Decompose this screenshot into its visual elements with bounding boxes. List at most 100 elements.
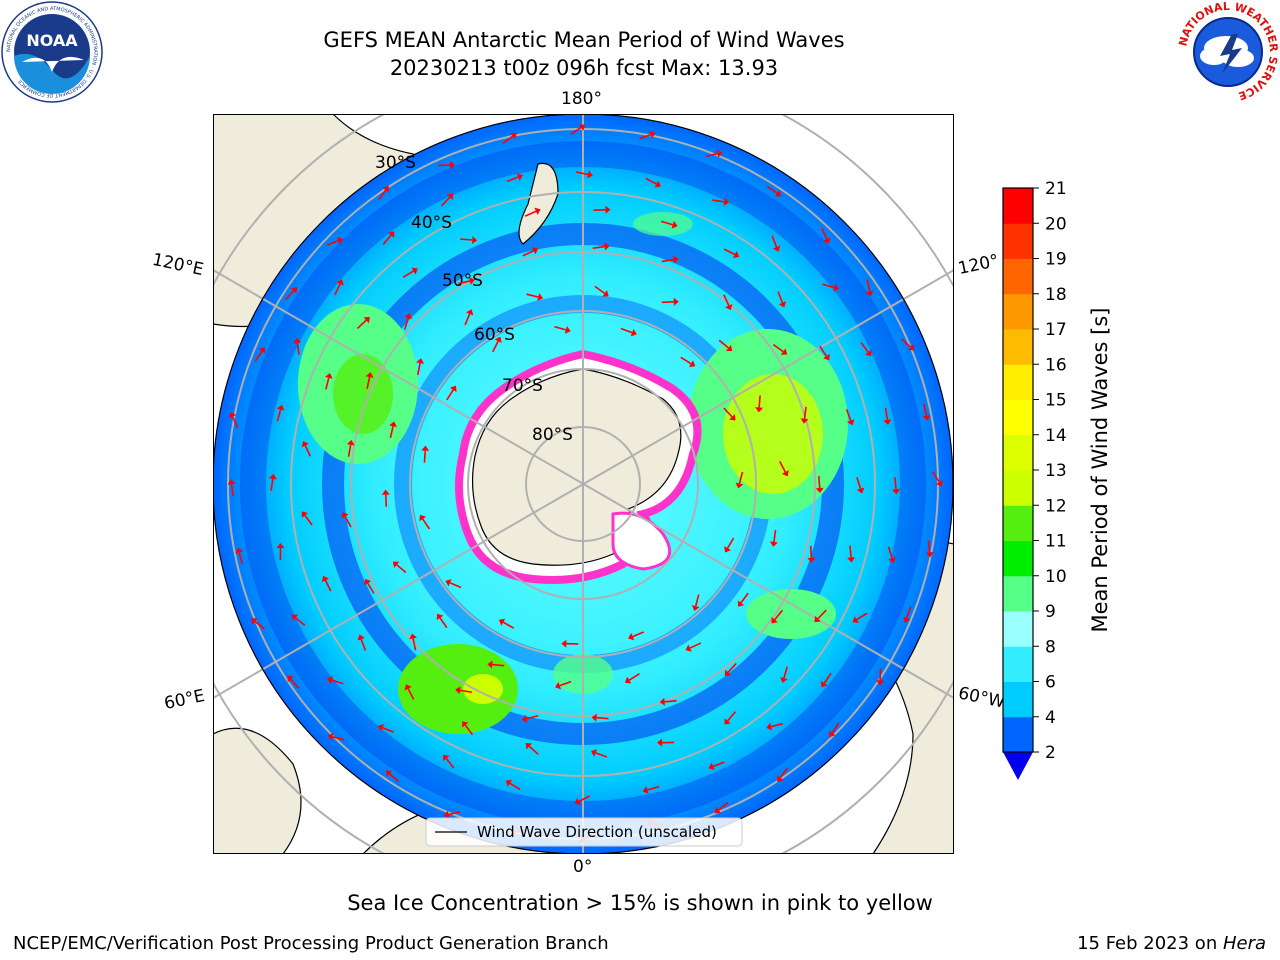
wave-direction-arrow [849, 545, 852, 558]
wave-direction-arrow [423, 450, 427, 463]
wave-direction-arrow [576, 171, 589, 176]
wave-direction-arrowhead [732, 250, 740, 259]
wave-direction-arrow [803, 406, 807, 419]
wave-direction-arrow [628, 673, 640, 681]
wave-direction-arrow [402, 270, 414, 278]
wave-direction-arrowhead [780, 348, 788, 355]
wave-direction-arrow [407, 688, 415, 700]
wave-direction-arrowhead [649, 130, 656, 139]
wave-direction-arrowhead [602, 290, 609, 297]
wave-direction-arrow [296, 342, 300, 355]
wave-direction-arrowhead [494, 336, 502, 343]
wave-direction-arrow [445, 758, 455, 769]
wave-direction-arrow [771, 235, 778, 248]
wave-direction-arrow [570, 126, 582, 135]
wave-direction-arrow [295, 617, 306, 627]
colorbar-tick-label: 14 [1045, 426, 1067, 446]
wave-direction-arrowhead [561, 639, 567, 648]
wave-direction-arrow [384, 494, 388, 507]
wave-direction-arrow [459, 689, 473, 694]
wave-direction-arrowhead [301, 440, 309, 448]
wave-direction-arrowhead [578, 124, 586, 131]
wave-direction-arrowhead [291, 614, 299, 621]
wave-direction-arrowhead [411, 267, 418, 275]
wave-direction-arrow [458, 280, 471, 285]
wave-direction-arrow [238, 552, 244, 565]
wave-direction-arrowhead [341, 512, 349, 519]
wave-direction-arrow [254, 620, 265, 630]
wave-direction-arrowhead [688, 360, 696, 368]
lon-label-120w: 120° [956, 250, 1001, 280]
wave-direction-arrowhead [276, 404, 285, 411]
colorbar-segment [1003, 470, 1033, 506]
wave-direction-arrow [726, 537, 735, 549]
wave-direction-arrowhead [251, 618, 258, 625]
wave-direction-arrow [412, 638, 417, 651]
colorbar-label: Mean Period of Wind Waves [s] [1088, 308, 1112, 633]
wave-direction-arrow [723, 248, 736, 256]
wave-direction-arrow [645, 177, 657, 185]
wave-direction-arrow [661, 258, 674, 263]
wave-direction-arrowhead [387, 231, 395, 238]
wave-direction-arrowhead [815, 487, 824, 494]
wave-direction-arrowhead [276, 542, 285, 548]
wave-direction-arrowhead [800, 418, 809, 424]
wave-direction-arrowhead [462, 721, 469, 728]
map-canvas: 30°S 40°S 50°S 60°S 70°S 80°S Wind Wave … [162, 63, 1004, 905]
wave-direction-arrow [777, 291, 784, 304]
wave-direction-arrow [325, 377, 330, 390]
wave-direction-arrow [502, 621, 515, 629]
wave-direction-arrowhead [404, 313, 413, 320]
wave-direction-arrow [932, 471, 940, 483]
wave-direction-arrow [661, 220, 673, 226]
wave-direction-arrowhead [772, 245, 781, 252]
wave-direction-arrowhead [865, 290, 874, 297]
wave-direction-arrow [347, 444, 352, 457]
wave-direction-arrowhead [364, 578, 372, 586]
wave-direction-arrow [664, 699, 677, 703]
colorbar-tick-label: 16 [1045, 355, 1067, 375]
wave-direction-arrow [254, 350, 263, 362]
wave-direction-arrowhead [604, 242, 610, 251]
lat-label-50s: 50°S [442, 271, 483, 291]
wave-direction-arrow [276, 409, 282, 422]
wave-direction-arrowhead [377, 724, 385, 732]
colorbar-tick-label: 20 [1045, 214, 1067, 234]
wave-direction-arrowhead [766, 722, 773, 731]
wave-direction-arrow [723, 294, 730, 306]
wave-direction-arrow [727, 662, 737, 673]
wave-direction-arrowhead [922, 414, 931, 421]
wave-direction-arrowhead [555, 681, 562, 690]
wave-direction-arrowhead [714, 806, 722, 814]
wave-direction-arrowhead [883, 419, 892, 425]
wave-direction-arrowhead [537, 293, 544, 301]
wave-direction-arrowhead [471, 236, 478, 244]
wave-direction-arrowhead [907, 343, 915, 351]
wave-direction-arrowhead [735, 482, 744, 489]
wave-direction-arrow [817, 609, 827, 620]
wave-direction-arrow [689, 642, 702, 649]
wave-direction-arrowhead [771, 617, 778, 624]
map-title: GEFS MEAN Antarctic Mean Period of Wind … [323, 28, 845, 52]
wave-direction-arrowhead [671, 220, 678, 229]
colorbar-segment [1003, 540, 1033, 577]
wave-direction-arrowhead [392, 561, 400, 568]
wave-direction-arrowhead [404, 684, 412, 691]
wave-direction-arrowhead [385, 770, 393, 777]
wave-direction-arrow [578, 795, 591, 803]
wave-direction-arrowhead [724, 669, 732, 676]
wave-direction-arrowhead [755, 407, 764, 413]
lat-label-80s: 80°S [532, 425, 573, 445]
wave-direction-arrow [284, 290, 295, 301]
credit-text: NCEP/EMC/Verification Post Processing Pr… [13, 933, 609, 954]
wave-direction-arrow [773, 529, 777, 543]
colorbar-under-triangle [1003, 752, 1033, 780]
wave-direction-arrow [324, 579, 332, 592]
lat-label-30s: 30°S [375, 153, 416, 173]
wave-direction-arrow [772, 343, 784, 353]
wave-direction-arrow [694, 594, 700, 607]
wave-direction-arrowhead [510, 132, 517, 140]
wave-direction-arrowhead [258, 347, 266, 354]
wave-direction-arrow [712, 761, 725, 768]
wave-direction-arrowhead [657, 738, 663, 747]
